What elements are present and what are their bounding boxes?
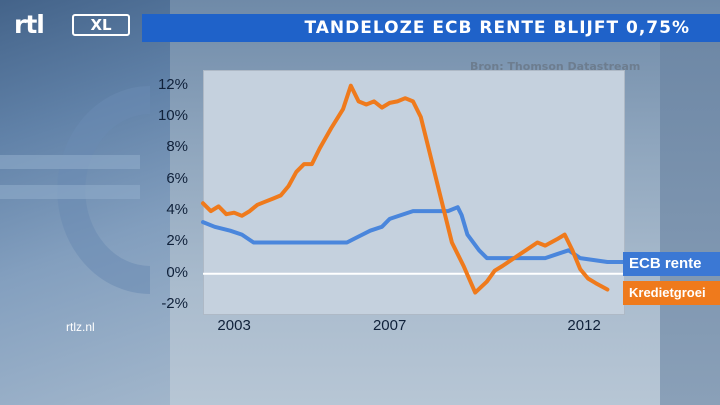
y-tick-label: 8% [166,138,188,156]
y-tick-label: 12% [157,75,188,93]
logo-xl-text: XL [72,14,130,36]
title-bar: TANDELOZE ECB RENTE BLIJFT 0,75% [142,14,720,42]
series-line-kredietgroei [201,83,610,295]
legend-ecb-rente: ECB rente [623,252,720,276]
chart-source: Bron: Thomson Datastream [470,60,641,73]
y-tick-label: -2% [161,295,188,313]
logo-rtl-text: rtl [14,10,45,39]
legend-kredietgroei: Kredietgroei [623,281,720,305]
footer-site: rtlz.nl [66,320,95,334]
background-right [660,40,720,405]
rtl-xl-logo: rtl XL [14,10,132,40]
x-tick-label: 2012 [567,317,601,334]
series-line-ecb-rente [201,205,625,264]
x-tick-label: 2007 [372,317,407,334]
y-tick-label: 0% [166,263,188,281]
y-tick-label: 6% [166,169,188,187]
y-tick-label: 4% [166,201,188,219]
page-title: TANDELOZE ECB RENTE BLIJFT 0,75% [304,18,690,38]
euro-sculpture-icon [0,86,151,294]
x-tick-label: 2003 [217,317,251,334]
y-tick-label: 2% [166,232,188,250]
y-tick-label: 10% [157,107,188,125]
